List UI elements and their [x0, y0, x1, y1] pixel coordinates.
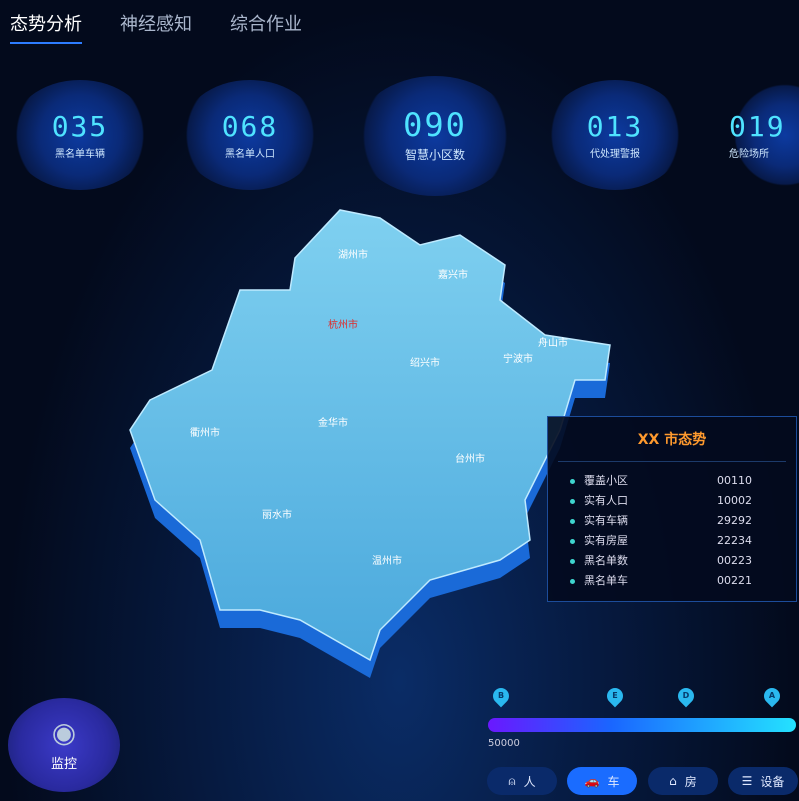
row-label: 实有房屋: [584, 534, 628, 547]
stat-value: 090: [403, 106, 467, 144]
bullet-icon: [570, 558, 575, 564]
tab-situation[interactable]: 态势分析: [10, 10, 82, 44]
row-label: 黑名单数: [584, 554, 628, 567]
timeline-marker-b[interactable]: B: [489, 684, 513, 708]
bullet-icon: [570, 518, 575, 524]
city-label[interactable]: 嘉兴市: [438, 268, 468, 281]
row-label: 实有人口: [584, 494, 628, 507]
timeline-marker-e[interactable]: E: [603, 684, 627, 708]
stat-label: 代处理警报: [590, 149, 640, 160]
panel-row: 黑名单数 00223: [548, 550, 796, 570]
car-icon: 🚗: [584, 774, 600, 788]
city-labels: 湖州市 嘉兴市 杭州市 舟山市 宁波市 绍兴市 衢州市 金华市 台州市 丽水市 …: [190, 248, 568, 567]
timeline-slider[interactable]: [488, 718, 796, 732]
stat-label: 黑名单车辆: [55, 149, 105, 160]
house-icon: ⌂: [669, 774, 677, 788]
device-icon: ☰: [741, 774, 753, 788]
category-car-button[interactable]: 🚗 车: [567, 767, 637, 795]
category-label: 车: [607, 774, 620, 789]
row-value: 00110: [717, 473, 752, 487]
stat-blacklist-vehicles: 035 黑名单车辆: [10, 80, 150, 190]
stat-pending-alerts: 013 代处理警报: [545, 80, 685, 190]
row-value: 22234: [717, 533, 752, 547]
stat-smart-communities: 090 智慧小区数: [355, 76, 515, 196]
city-label[interactable]: 舟山市: [538, 336, 568, 349]
person-icon: ⍝: [508, 773, 516, 788]
tab-operations[interactable]: 综合作业: [230, 14, 302, 35]
panel-row: 黑名单车 00221: [548, 570, 796, 590]
timeline-marker-a[interactable]: A: [760, 684, 784, 708]
monitor-button[interactable]: ◉ 监控: [8, 698, 120, 792]
row-label: 实有车辆: [584, 514, 628, 527]
bullet-icon: [570, 498, 575, 504]
category-label: 房: [684, 774, 697, 789]
panel-row: 实有人口 10002: [548, 490, 796, 510]
city-situation-panel: XX 市态势 覆盖小区 00110 实有人口 10002 实有车辆 29292 实有房…: [547, 416, 797, 602]
panel-row: 实有车辆 29292: [548, 510, 796, 530]
stat-danger-places: 019 危险场所: [715, 80, 799, 190]
eye-icon: ◉: [51, 716, 77, 749]
city-label[interactable]: 台州市: [455, 452, 485, 465]
row-value: 10002: [717, 493, 752, 507]
bullet-icon: [570, 538, 575, 544]
category-device-button[interactable]: ☰ 设备: [728, 767, 798, 795]
stat-value: 068: [221, 110, 279, 143]
stat-value: 019: [729, 110, 786, 143]
stat-value: 035: [51, 110, 109, 143]
monitor-label: 监控: [50, 757, 77, 772]
stat-label: 危险场所: [729, 149, 769, 160]
panel-row: 覆盖小区 00110: [548, 470, 796, 490]
category-label: 设备: [760, 774, 785, 789]
panel-title: XX 市态势: [558, 429, 786, 462]
stat-label: 黑名单人口: [225, 149, 275, 160]
city-label[interactable]: 衢州市: [190, 426, 220, 439]
row-label: 覆盖小区: [584, 474, 628, 487]
tab-perception[interactable]: 神经感知: [120, 14, 192, 35]
city-label[interactable]: 温州市: [372, 554, 402, 567]
map-surface[interactable]: [129, 209, 611, 662]
city-label-highlight[interactable]: 杭州市: [328, 318, 358, 331]
city-label[interactable]: 绍兴市: [410, 356, 440, 369]
timeline-marker-d[interactable]: D: [674, 684, 698, 708]
panel-row: 实有房屋 22234: [548, 530, 796, 550]
category-person-button[interactable]: ⍝ 人: [487, 767, 557, 795]
stat-value: 013: [586, 110, 644, 143]
timeline-value: 50000: [488, 738, 520, 749]
city-label[interactable]: 金华市: [318, 416, 348, 429]
bullet-icon: [570, 578, 575, 584]
row-value: 29292: [717, 513, 752, 527]
row-value: 00221: [717, 573, 752, 587]
top-tabs: 态势分析 神经感知 综合作业: [10, 10, 302, 44]
category-house-button[interactable]: ⌂ 房: [648, 767, 718, 795]
city-label[interactable]: 湖州市: [338, 248, 368, 261]
city-label[interactable]: 宁波市: [503, 352, 533, 365]
stat-blacklist-population: 068 黑名单人口: [180, 80, 320, 190]
row-label: 黑名单车: [584, 574, 628, 587]
stat-label: 智慧小区数: [404, 148, 465, 162]
row-value: 00223: [717, 553, 752, 567]
city-label[interactable]: 丽水市: [262, 508, 292, 521]
bullet-icon: [570, 478, 575, 484]
category-label: 人: [523, 774, 536, 789]
